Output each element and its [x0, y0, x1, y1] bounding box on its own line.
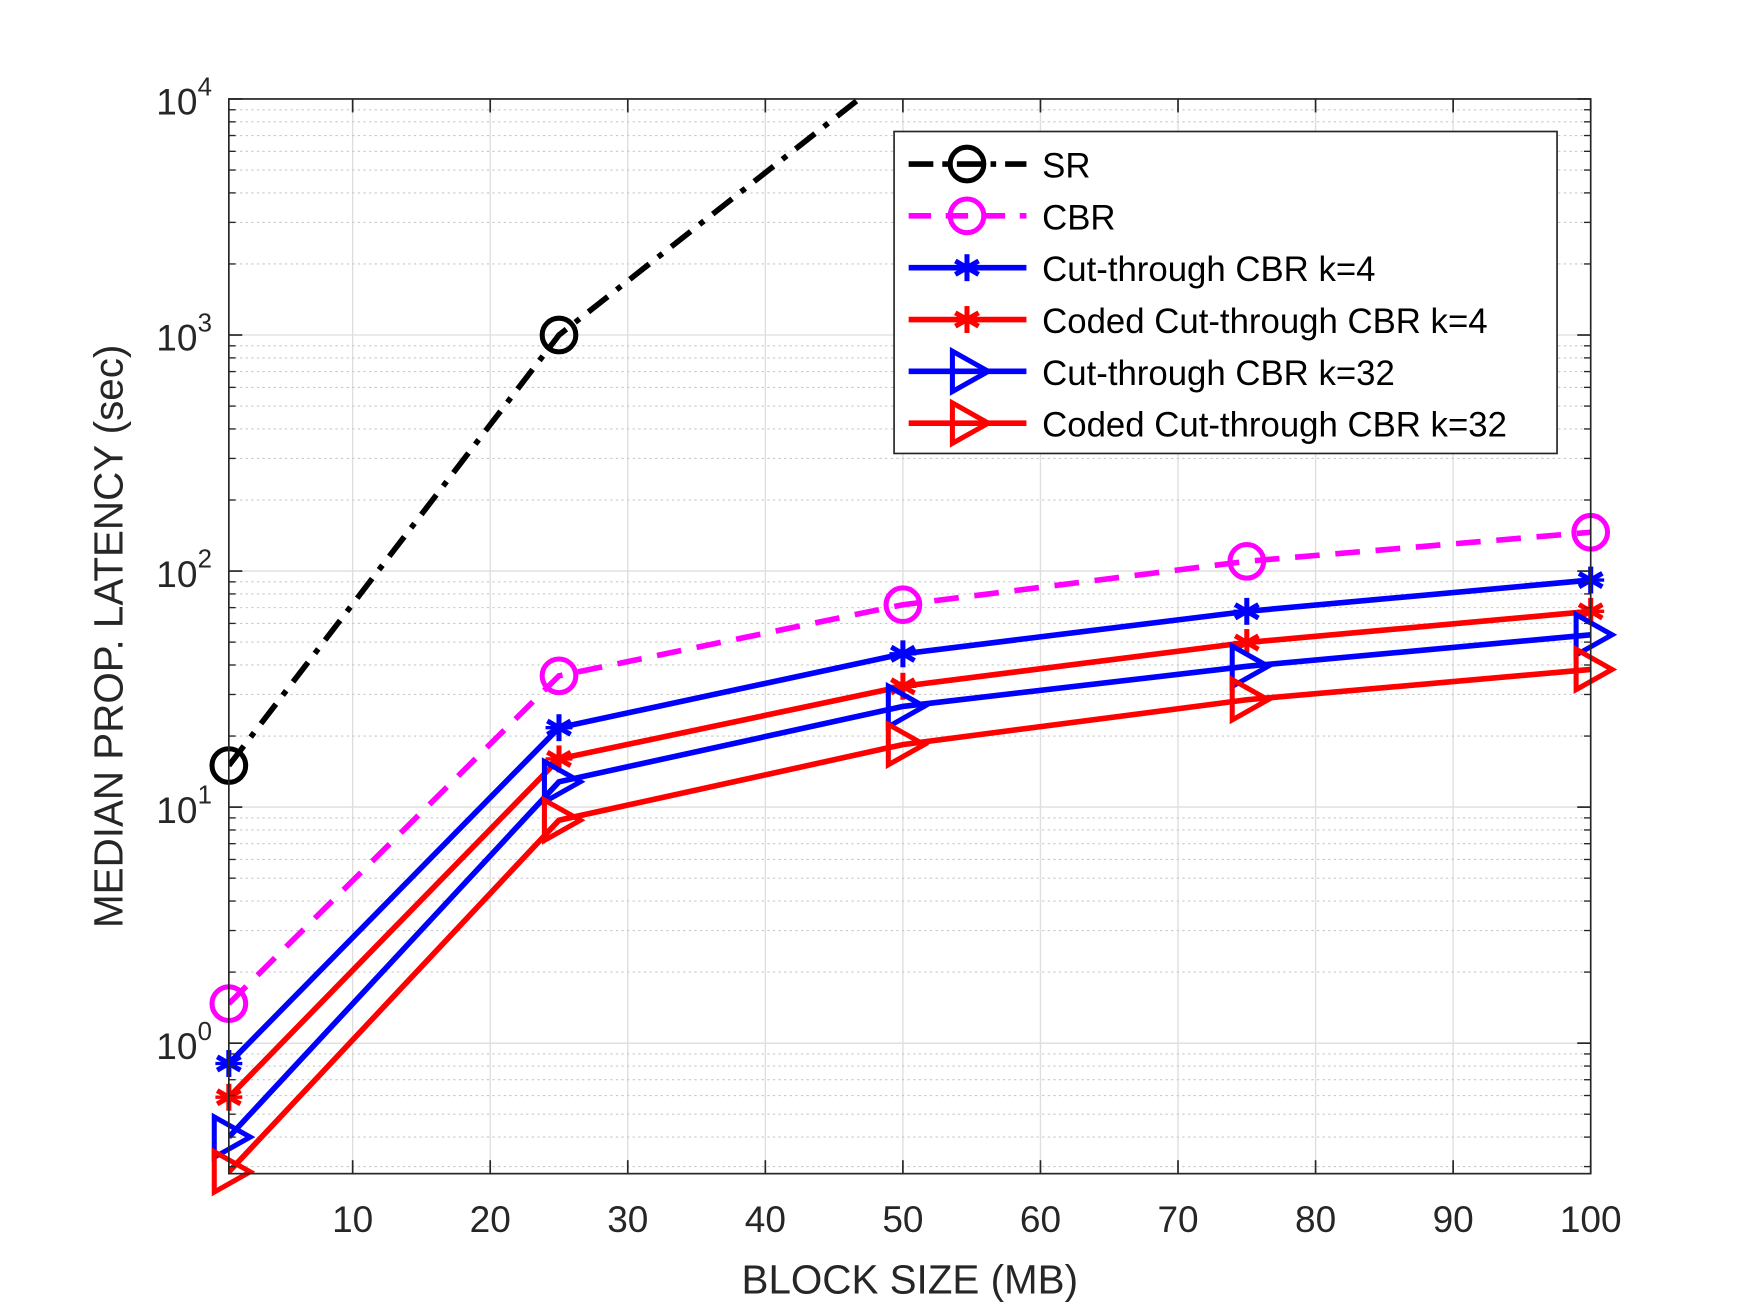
legend-label: CBR: [1042, 199, 1115, 237]
y-tick-label: 102: [156, 546, 212, 595]
y-tick-exponent: 4: [198, 74, 212, 102]
triangle-marker-shape: [885, 681, 930, 731]
x-axis-label: BLOCK SIZE (MB): [742, 1257, 1079, 1303]
triangle-marker: [949, 398, 994, 448]
triangle-marker: [885, 681, 930, 731]
asterisk-marker: [1233, 597, 1261, 625]
x-tick-label: 30: [607, 1198, 648, 1240]
circle-marker-shape: [539, 315, 579, 355]
triangle-marker-shape: [885, 720, 930, 770]
triangle-marker-shape: [949, 346, 994, 396]
triangle-marker-shape: [211, 1147, 256, 1197]
legend-label: Coded Cut-through CBR k=32: [1042, 407, 1507, 445]
legend-label: Cut-through CBR k=4: [1042, 251, 1375, 289]
triangle-marker: [949, 346, 994, 396]
plot-area-frame: [228, 98, 1592, 1175]
triangle-marker: [1229, 675, 1274, 725]
series-line: [228, 529, 1591, 1006]
x-tick-label: 90: [1433, 1198, 1474, 1240]
x-tick-label: 20: [470, 1198, 511, 1240]
y-tick-base: 10: [156, 789, 197, 831]
triangle-marker: [211, 1112, 256, 1162]
circle-marker: [947, 144, 987, 184]
legend: SR CBR Cut-through CBR k=4 Coded Cut-throug…: [893, 130, 1558, 455]
legend-label: SR: [1042, 147, 1090, 185]
x-tick-label: 40: [745, 1198, 786, 1240]
circle-marker: [947, 196, 987, 236]
y-axis-label: MEDIAN PROP. LATENCY (sec): [85, 345, 131, 928]
circle-marker: [1227, 541, 1267, 581]
asterisk-marker: [953, 306, 981, 333]
triangle-marker: [885, 720, 930, 770]
x-tick-label: 50: [882, 1198, 923, 1240]
triangle-marker-shape: [1573, 644, 1618, 694]
circle-marker-shape: [883, 585, 923, 625]
y-tick-base: 10: [156, 553, 197, 595]
triangle-marker: [211, 1147, 256, 1197]
legend-label: Coded Cut-through CBR k=4: [1042, 303, 1487, 341]
x-tick-label: 60: [1020, 1198, 1061, 1240]
y-tick-exponent: 2: [198, 546, 212, 574]
circle-marker-shape: [947, 144, 987, 184]
triangle-marker-shape: [1229, 641, 1274, 691]
circle-marker: [883, 585, 923, 625]
legend-label: Cut-through CBR k=32: [1042, 355, 1395, 393]
asterisk-marker: [545, 714, 573, 742]
asterisk-marker: [889, 640, 917, 668]
y-tick-label: 104: [156, 74, 212, 123]
triangle-marker: [541, 795, 586, 845]
y-tick-base: 10: [156, 1025, 197, 1067]
y-tick-label: 101: [156, 782, 212, 831]
circle-marker-shape: [539, 656, 579, 696]
y-tick-base: 10: [156, 317, 197, 359]
triangle-marker-shape: [1573, 610, 1618, 660]
x-tick-label: 100: [1560, 1198, 1622, 1240]
y-tick-exponent: 0: [198, 1018, 212, 1046]
x-tick-label: 70: [1157, 1198, 1198, 1240]
triangle-marker: [1573, 644, 1618, 694]
circle-marker-shape: [947, 196, 987, 236]
y-tick-label: 103: [156, 310, 212, 359]
asterisk-marker: [953, 254, 981, 282]
triangle-marker: [1229, 641, 1274, 691]
series-group: [228, 98, 1591, 1174]
x-tick-label: 10: [332, 1198, 373, 1240]
triangle-marker-shape: [1229, 675, 1274, 725]
y-tick-exponent: 1: [198, 782, 212, 810]
y-tick-exponent: 3: [198, 310, 212, 338]
y-tick-label: 100: [156, 1018, 212, 1067]
series-line: [228, 666, 1591, 1174]
series-line: [228, 632, 1591, 1139]
circle-marker: [539, 315, 579, 355]
series-line: [228, 98, 864, 768]
triangle-marker-shape: [949, 398, 994, 448]
y-tick-base: 10: [156, 81, 197, 123]
triangle-marker-shape: [541, 757, 586, 807]
circle-marker-shape: [1227, 541, 1267, 581]
triangle-marker: [541, 757, 586, 807]
circle-marker: [539, 656, 579, 696]
triangle-marker-shape: [211, 1112, 256, 1162]
triangle-marker: [1573, 610, 1618, 660]
legend-box: [893, 130, 1558, 455]
triangle-marker-shape: [541, 795, 586, 845]
x-tick-label: 80: [1295, 1198, 1336, 1240]
